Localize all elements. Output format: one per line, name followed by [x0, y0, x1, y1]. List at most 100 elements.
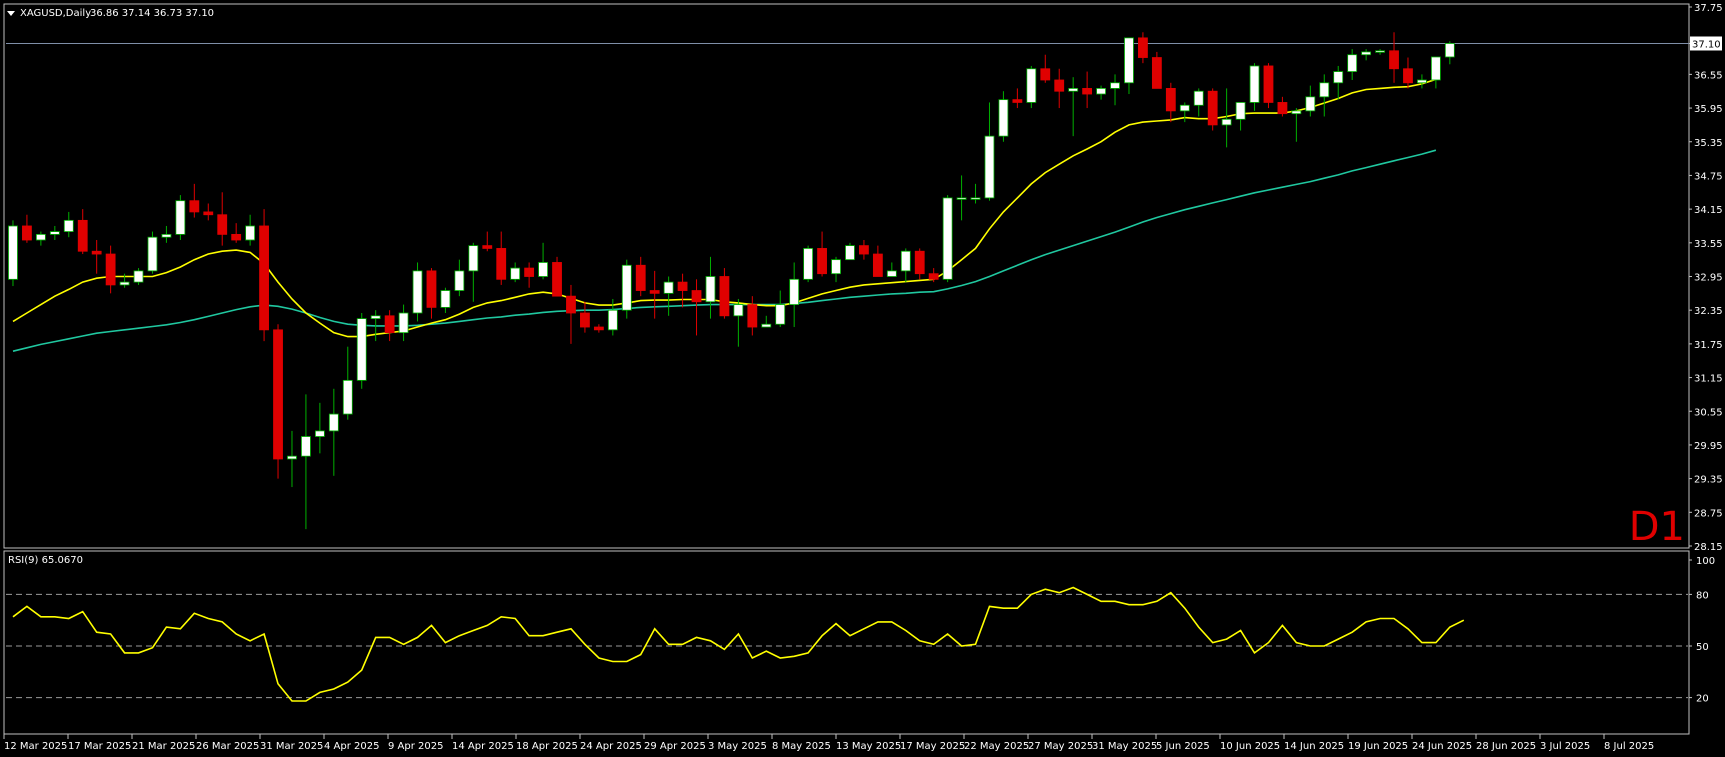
candle[interactable]	[1444, 41, 1455, 65]
candle[interactable]	[900, 248, 911, 283]
candle[interactable]	[831, 256, 841, 283]
candle[interactable]	[1361, 49, 1372, 61]
candle[interactable]	[454, 259, 465, 297]
candle[interactable]	[1277, 96, 1288, 117]
candle[interactable]	[1305, 85, 1316, 117]
candle[interactable]	[789, 262, 800, 328]
candle[interactable]	[1082, 71, 1093, 109]
candle[interactable]	[259, 209, 269, 342]
candle[interactable]	[426, 268, 437, 319]
candle[interactable]	[105, 245, 116, 294]
candle[interactable]	[1235, 102, 1246, 131]
candle[interactable]	[370, 310, 381, 342]
candle[interactable]	[384, 310, 395, 342]
candle[interactable]	[1221, 88, 1232, 148]
candle[interactable]	[845, 242, 855, 261]
candle[interactable]	[524, 262, 535, 288]
candle[interactable]	[1151, 51, 1162, 89]
candle[interactable]	[1389, 32, 1399, 83]
candle[interactable]	[245, 214, 256, 246]
candle[interactable]	[691, 279, 702, 336]
candle[interactable]	[1207, 88, 1218, 131]
candle[interactable]	[1430, 56, 1441, 89]
candle[interactable]	[998, 91, 1009, 142]
candle[interactable]	[342, 346, 353, 420]
candle[interactable]	[1249, 63, 1260, 111]
candle[interactable]	[1068, 77, 1079, 137]
candle[interactable]	[287, 430, 297, 488]
candle[interactable]	[733, 298, 744, 347]
candle[interactable]	[91, 240, 102, 274]
candle[interactable]	[1026, 65, 1037, 109]
candle[interactable]	[49, 225, 60, 241]
candle[interactable]	[872, 245, 883, 277]
candle[interactable]	[817, 231, 827, 277]
candle[interactable]	[440, 287, 451, 313]
candle[interactable]	[1165, 82, 1176, 123]
candle[interactable]	[1040, 54, 1051, 83]
candle[interactable]	[314, 402, 325, 454]
candle[interactable]	[552, 256, 562, 297]
price-axis[interactable]: 37.75 36.55 35.95 35.35 34.75 34.15 33.55 32.95…	[1689, 3, 1723, 553]
candles-layer[interactable]	[8, 32, 1455, 530]
candle[interactable]	[273, 324, 283, 479]
candle[interactable]	[635, 256, 646, 297]
candle[interactable]	[217, 192, 228, 246]
candle[interactable]	[886, 262, 897, 277]
candle[interactable]	[775, 290, 786, 328]
candle[interactable]	[482, 231, 493, 252]
candle[interactable]	[761, 315, 772, 328]
candle[interactable]	[22, 214, 32, 243]
candle[interactable]	[803, 245, 814, 283]
rsi-panel[interactable]: RSI(9) 65.0670 100 80 50 20	[3, 550, 1715, 735]
candle[interactable]	[984, 102, 995, 201]
candle[interactable]	[1179, 102, 1190, 123]
candle[interactable]	[175, 195, 186, 241]
candle[interactable]	[607, 298, 618, 336]
candle[interactable]	[1263, 63, 1274, 109]
candle[interactable]	[510, 262, 521, 283]
candle[interactable]	[663, 276, 674, 316]
candle[interactable]	[1124, 37, 1134, 95]
collapse-triangle-icon[interactable]	[7, 11, 15, 16]
candle[interactable]	[593, 324, 604, 333]
candle[interactable]	[1138, 32, 1148, 64]
candle[interactable]	[1110, 74, 1120, 106]
candle[interactable]	[147, 231, 158, 274]
candle[interactable]	[468, 242, 479, 302]
candle[interactable]	[970, 183, 981, 204]
candle[interactable]	[231, 223, 242, 243]
candle[interactable]	[119, 273, 130, 288]
candle[interactable]	[538, 242, 548, 280]
candle[interactable]	[1333, 65, 1344, 100]
candle[interactable]	[566, 284, 576, 344]
candle[interactable]	[1375, 49, 1385, 55]
candle[interactable]	[928, 268, 939, 283]
candle[interactable]	[203, 203, 214, 221]
candle[interactable]	[1347, 49, 1358, 80]
candle[interactable]	[398, 304, 409, 342]
candle[interactable]	[621, 259, 632, 319]
candle[interactable]	[496, 231, 507, 285]
candle[interactable]	[649, 270, 660, 319]
candle[interactable]	[956, 175, 967, 221]
candle[interactable]	[301, 394, 311, 530]
candle[interactable]	[942, 195, 953, 283]
candle[interactable]	[161, 225, 172, 243]
candle[interactable]	[747, 296, 758, 336]
candle[interactable]	[1417, 74, 1427, 89]
candle[interactable]	[8, 220, 18, 287]
price-panel[interactable]: XAGUSD,Daily 36.86 37.14 36.73 37.10 D1	[3, 3, 1690, 550]
candle[interactable]	[859, 240, 869, 260]
candle[interactable]	[1193, 88, 1204, 117]
candle[interactable]	[719, 268, 730, 319]
candle[interactable]	[35, 231, 46, 246]
candle[interactable]	[189, 183, 200, 218]
candle[interactable]	[705, 256, 716, 319]
candle[interactable]	[1054, 68, 1065, 109]
candle[interactable]	[63, 211, 74, 238]
candle[interactable]	[133, 268, 144, 285]
candle[interactable]	[677, 273, 688, 308]
candle[interactable]	[914, 248, 925, 280]
